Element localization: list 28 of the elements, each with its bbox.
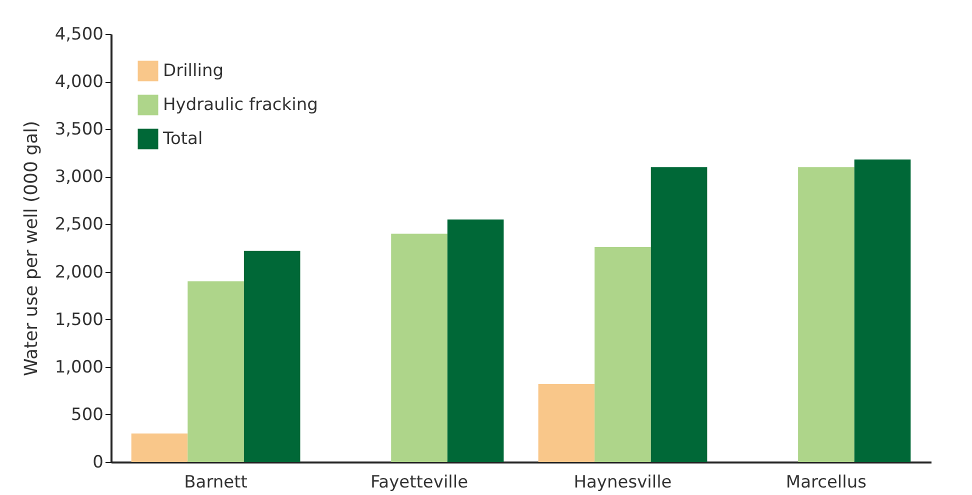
y-axis-title: Water use per well (000 gal) [20, 120, 42, 376]
y-tick-label: 2,000 [54, 262, 104, 282]
x-tick-label: Barnett [184, 472, 248, 492]
y-tick-label: 2,500 [54, 214, 104, 235]
x-tick-label: Haynesville [574, 472, 672, 492]
y-tick-label: 500 [71, 404, 104, 425]
bar [854, 160, 911, 462]
legend-label: Total [162, 129, 203, 149]
bar [244, 250, 300, 462]
y-tick-label: 0 [92, 452, 104, 472]
y-tick-label: 4,000 [54, 72, 104, 92]
bar [391, 234, 448, 462]
bar [650, 167, 708, 462]
legend-label: Drilling [163, 61, 224, 81]
x-tick-label: Fayetteville [370, 472, 468, 492]
bar [131, 433, 188, 462]
x-tick-label: Marcellus [786, 472, 867, 492]
bar [798, 167, 854, 462]
y-tick-label: 1,500 [54, 310, 104, 330]
y-tick-label: 3,000 [54, 167, 104, 188]
bar [594, 247, 651, 462]
bar [447, 219, 504, 462]
bar [538, 384, 595, 462]
legend-label: Hydraulic fracking [163, 95, 318, 115]
bar [188, 281, 244, 462]
y-tick-label: 4,500 [54, 24, 104, 44]
y-tick-label: 1,000 [54, 357, 104, 378]
y-tick-label: 3,500 [54, 120, 104, 140]
